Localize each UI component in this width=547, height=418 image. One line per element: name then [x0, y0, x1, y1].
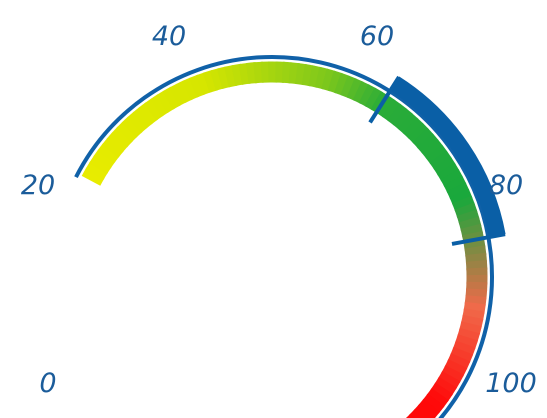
highlight-start-marker — [368, 75, 401, 124]
tick-label-80: 80 — [489, 170, 523, 201]
gauge-outline-arc — [74, 55, 494, 418]
tick-label-0: 0 — [39, 368, 56, 399]
gauge-color-band — [81, 61, 488, 418]
gauge-band-segment — [408, 408, 425, 418]
tick-label-100: 100 — [485, 368, 537, 399]
tick-label-20: 20 — [21, 170, 55, 201]
tick-label-60: 60 — [360, 21, 394, 52]
highlight-end-marker — [451, 232, 506, 246]
tick-label-40: 40 — [152, 21, 186, 52]
gauge-highlight-arc — [390, 76, 506, 238]
